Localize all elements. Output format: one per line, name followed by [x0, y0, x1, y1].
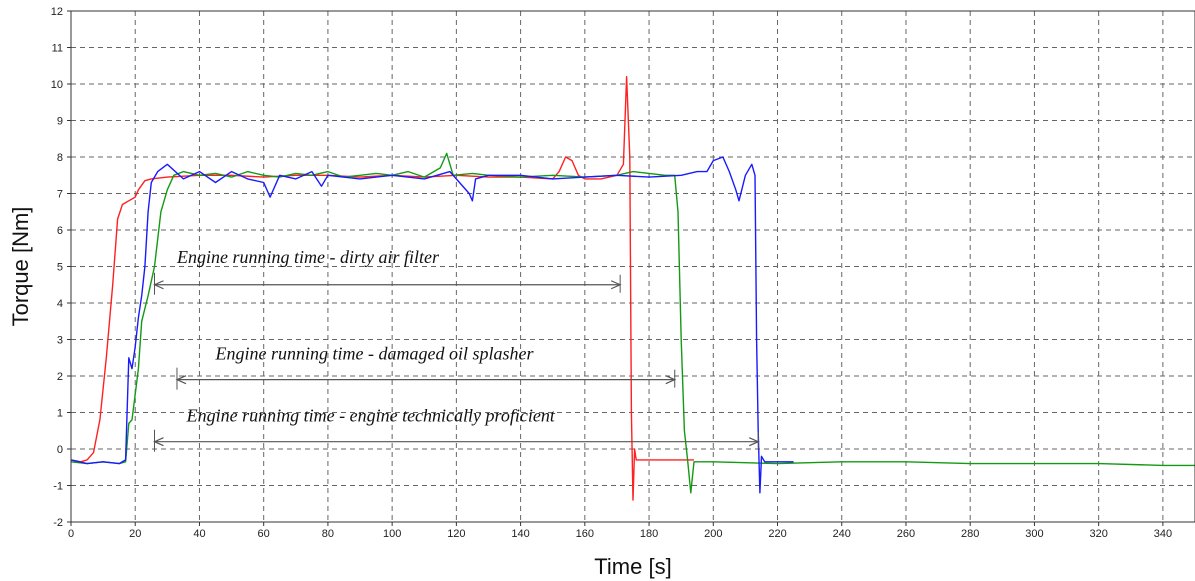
annotation-label: Engine running time - engine technically…: [186, 406, 556, 426]
x-tick-label: 200: [704, 528, 722, 540]
x-tick-label: 0: [68, 528, 74, 540]
x-tick-label: 300: [1025, 528, 1043, 540]
x-tick-label: 320: [1089, 528, 1107, 540]
x-tick-label: 240: [833, 528, 851, 540]
plot-frame: [70, 10, 1195, 523]
y-tick-label: 9: [57, 116, 63, 128]
y-tick-label: 6: [57, 225, 63, 237]
y-tick-label: 1: [57, 408, 63, 420]
y-axis-title: Torque [Nm]: [8, 207, 33, 327]
x-tick-label: 20: [129, 528, 141, 540]
y-tick-label: 8: [57, 152, 63, 164]
x-tick-label: 220: [768, 528, 786, 540]
x-tick-label: 100: [383, 528, 401, 540]
x-axis-title: Time [s]: [594, 554, 671, 579]
series-lines: [70, 76, 1195, 501]
y-tick-label: 3: [57, 335, 63, 347]
annotation-label: Engine running time - dirty air filter: [176, 247, 440, 267]
series-line: [70, 76, 694, 501]
x-tick-label: 260: [897, 528, 915, 540]
x-axis-ticks: 0 20 40 60 80 100 120 140 160 180 200 220 240 260 280 3…: [68, 522, 1172, 540]
x-tick-label: 80: [322, 528, 334, 540]
x-tick-label: 280: [961, 528, 979, 540]
y-tick-label: 4: [57, 298, 63, 310]
y-tick-label: 10: [51, 79, 63, 91]
y-tick-label: 5: [57, 262, 63, 274]
grid: [71, 11, 1195, 522]
x-tick-label: 180: [640, 528, 658, 540]
y-tick-label: -1: [53, 481, 63, 493]
annotations: Engine running time - dirty air filter En…: [153, 247, 760, 452]
x-tick-label: 60: [258, 528, 270, 540]
x-tick-label: 160: [576, 528, 594, 540]
y-tick-label: 0: [57, 444, 63, 456]
y-tick-label: 2: [57, 371, 63, 383]
y-tick-label: 12: [51, 6, 63, 18]
annotation-label: Engine running time - damaged oil splash…: [215, 344, 535, 364]
x-tick-label: 120: [447, 528, 465, 540]
x-tick-label: 340: [1154, 528, 1172, 540]
x-tick-label: 140: [511, 528, 529, 540]
series-line: [70, 156, 794, 494]
y-tick-label: 11: [52, 43, 63, 55]
x-tick-label: 40: [193, 528, 205, 540]
y-tick-label: -2: [53, 517, 63, 529]
series-line: [70, 152, 1195, 494]
y-tick-label: 7: [57, 189, 63, 201]
